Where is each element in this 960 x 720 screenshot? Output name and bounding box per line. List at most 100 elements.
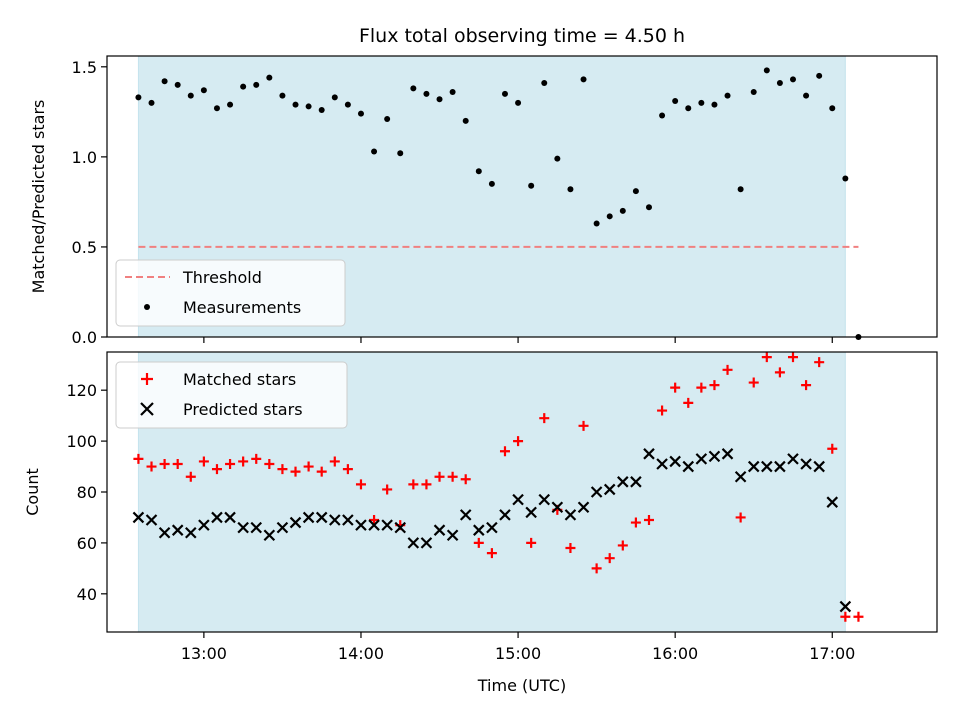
y-tick-label: 100 bbox=[66, 432, 97, 451]
measurements-point bbox=[580, 76, 587, 83]
predicted-stars-point bbox=[132, 511, 145, 524]
y-tick-label: 0.5 bbox=[72, 238, 97, 257]
predicted-stars-point bbox=[551, 501, 564, 514]
matched-stars-point bbox=[264, 459, 275, 469]
predicted-stars-point bbox=[315, 511, 328, 524]
measurements-point bbox=[659, 112, 666, 119]
y-axis-title: Matched/Predicted stars bbox=[29, 100, 48, 294]
matched-stars-point bbox=[735, 512, 746, 523]
matched-stars-point bbox=[277, 464, 288, 475]
matched-stars-point bbox=[827, 443, 838, 454]
matched-stars-point bbox=[421, 479, 432, 490]
matched-stars-point bbox=[657, 405, 668, 416]
predicted-stars-point bbox=[643, 448, 655, 460]
legend-label: Measurements bbox=[183, 298, 301, 317]
predicted-stars-point bbox=[800, 458, 812, 470]
matched-stars-point bbox=[185, 471, 196, 482]
predicted-stars-point bbox=[630, 476, 642, 488]
predicted-stars-point bbox=[459, 509, 472, 521]
measurements-point bbox=[515, 99, 522, 106]
measurements-point bbox=[554, 155, 561, 162]
predicted-stars-point bbox=[512, 493, 524, 506]
measurements-point bbox=[371, 148, 378, 155]
matched-stars-point bbox=[225, 459, 236, 469]
measurements-point bbox=[384, 116, 391, 123]
predicted-stars-point bbox=[734, 470, 747, 483]
measurements-point bbox=[501, 90, 508, 97]
matched-stars-point bbox=[787, 352, 798, 363]
legend-label: Predicted stars bbox=[183, 400, 303, 419]
matched-stars-point bbox=[172, 459, 183, 469]
matched-stars-point bbox=[460, 474, 471, 485]
measurements-point bbox=[292, 101, 299, 108]
matched-stars-point bbox=[774, 367, 785, 378]
matched-stars-point bbox=[709, 380, 720, 391]
measurements-point bbox=[344, 101, 351, 108]
measurements-point bbox=[148, 99, 155, 106]
predicted-stars-point bbox=[224, 511, 236, 524]
measurements-point bbox=[410, 85, 417, 92]
measurements-point bbox=[776, 80, 783, 87]
predicted-stars-point bbox=[617, 476, 629, 488]
predicted-stars-point bbox=[342, 514, 354, 526]
predicted-stars-point bbox=[302, 511, 315, 524]
matched-stars-point bbox=[342, 464, 353, 475]
matched-stars-point bbox=[434, 471, 445, 482]
x-tick-label: 16:00 bbox=[652, 644, 698, 663]
measurements-point bbox=[279, 92, 286, 99]
measurements-point bbox=[488, 180, 495, 187]
legend-predicted-swatch bbox=[140, 402, 154, 416]
measurements-point bbox=[135, 94, 142, 101]
measurements-point bbox=[161, 78, 168, 85]
measurements-point bbox=[240, 83, 247, 90]
predicted-stars-point bbox=[564, 509, 577, 521]
matched-stars-point bbox=[513, 436, 524, 447]
measurements-point bbox=[187, 92, 194, 99]
matched-stars-point bbox=[748, 377, 759, 388]
measurements-point bbox=[816, 72, 823, 79]
measurements-point bbox=[213, 105, 220, 112]
y-tick-label: 120 bbox=[66, 381, 97, 400]
measurements-point bbox=[436, 96, 443, 103]
matched-stars-point bbox=[591, 563, 602, 574]
measurements-point bbox=[305, 103, 312, 110]
predicted-stars-point bbox=[237, 521, 249, 534]
y-axis-title: Count bbox=[23, 468, 42, 516]
matched-stars-point bbox=[722, 364, 733, 375]
matched-stars-point bbox=[211, 464, 222, 475]
predicted-stars-point bbox=[198, 519, 210, 531]
measurements-point bbox=[200, 87, 207, 94]
predicted-stars-point bbox=[774, 460, 786, 473]
legend-measurements-swatch bbox=[144, 304, 150, 310]
legend-box bbox=[115, 259, 346, 327]
predicted-stars-point bbox=[368, 519, 380, 531]
x-axis-title: Time (UTC) bbox=[477, 676, 566, 695]
predicted-stars-point bbox=[577, 501, 590, 514]
measurements-point bbox=[462, 117, 469, 124]
legend-box bbox=[115, 361, 348, 429]
measurements-point bbox=[541, 80, 548, 87]
matched-stars-point bbox=[329, 456, 340, 467]
predicted-stars-point bbox=[682, 460, 695, 473]
matched-stars-point bbox=[526, 537, 537, 548]
y-tick-label: 1.0 bbox=[72, 148, 97, 167]
matched-stars-point bbox=[355, 479, 366, 490]
predicted-stars-point bbox=[473, 524, 485, 536]
x-tick-label: 14:00 bbox=[338, 644, 384, 663]
legend-label: Matched stars bbox=[183, 370, 296, 389]
predicted-stars-point bbox=[761, 460, 773, 473]
x-tick-label: 15:00 bbox=[495, 644, 541, 663]
measurements-point bbox=[789, 76, 796, 83]
measurements-point bbox=[829, 105, 836, 112]
matched-stars-point bbox=[473, 537, 484, 548]
predicted-stars-point bbox=[250, 521, 263, 534]
matched-stars-point bbox=[604, 553, 615, 564]
predicted-stars-point bbox=[486, 521, 498, 534]
measurements-point bbox=[698, 99, 705, 106]
matched-stars-point bbox=[643, 515, 654, 525]
measurements-point bbox=[724, 92, 731, 99]
measurements-point bbox=[750, 89, 757, 96]
matched-stars-point bbox=[251, 453, 262, 464]
predicted-stars-point bbox=[171, 524, 184, 536]
